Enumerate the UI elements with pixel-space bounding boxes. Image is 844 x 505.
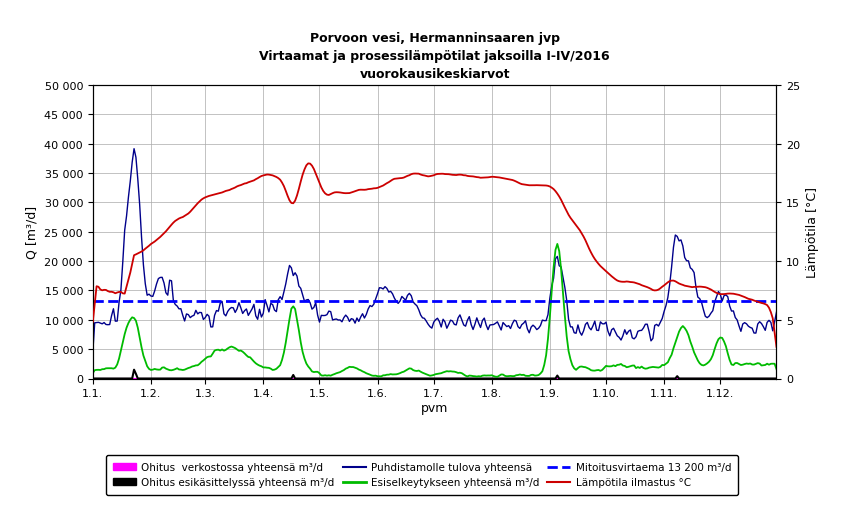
Title: Porvoon vesi, Hermanninsaaren jvp
Virtaamat ja prosessilämpötilat jaksoilla I-IV: Porvoon vesi, Hermanninsaaren jvp Virtaa…: [259, 32, 610, 80]
Y-axis label: Q [m³/d]: Q [m³/d]: [26, 206, 39, 259]
Legend: Ohitus  verkostossa yhteensä m³/d, Ohitus esikäsittelyssä yhteensä m³/d, Puhdist: Ohitus verkostossa yhteensä m³/d, Ohitus…: [106, 455, 738, 495]
X-axis label: pvm: pvm: [421, 401, 448, 414]
Y-axis label: Lämpötila [°C]: Lämpötila [°C]: [806, 187, 819, 278]
